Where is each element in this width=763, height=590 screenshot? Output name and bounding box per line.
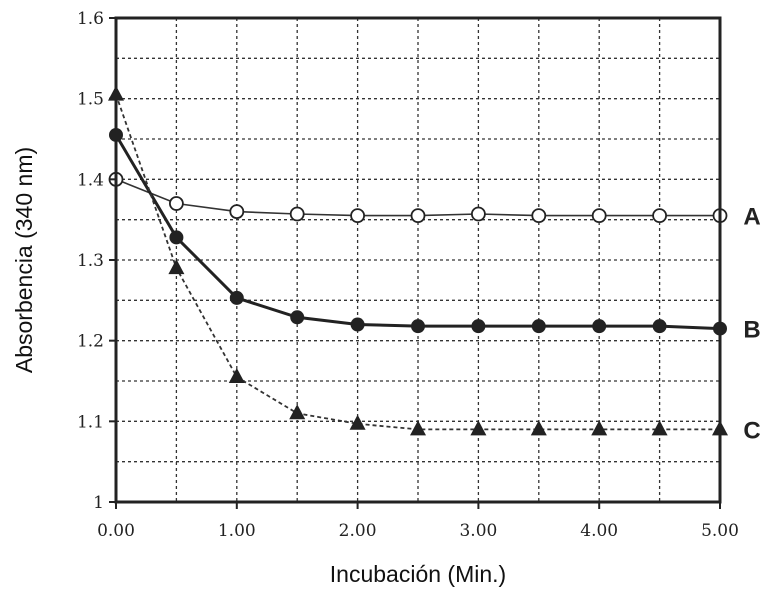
x-tick-label: 2.00 — [339, 521, 377, 541]
series-point-b — [652, 319, 667, 334]
series-point-b — [229, 290, 244, 305]
y-tick-label: 1.5 — [77, 90, 104, 110]
series-point-c — [530, 420, 547, 436]
series-point-b — [350, 317, 365, 332]
y-tick-label: 1.4 — [77, 170, 104, 190]
x-tick-label: 4.00 — [580, 521, 618, 541]
series-label-b: B — [743, 317, 760, 344]
series-markers — [108, 85, 728, 436]
series-point-a — [591, 208, 607, 224]
series-point-c — [591, 420, 608, 436]
series-point-c — [228, 367, 245, 383]
series-point-b — [411, 319, 425, 334]
y-tick-label: 1.6 — [77, 9, 104, 29]
series-point-c — [168, 259, 185, 275]
series-point-c — [410, 420, 426, 436]
series-label-a: A — [743, 204, 760, 231]
x-axis-title: Incubación (Min.) — [330, 561, 506, 587]
series-label-c: C — [743, 417, 760, 444]
series-labels: A B C — [743, 204, 760, 445]
series-point-c — [289, 404, 306, 420]
series-point-a — [289, 206, 305, 222]
x-axis-ticks: 0.00 1.00 2.00 3.00 4.00 5.00 — [97, 502, 739, 541]
series-point-a — [410, 208, 426, 224]
y-tick-label: 1.3 — [77, 251, 104, 271]
y-tick-label: 1.2 — [77, 332, 104, 352]
series-point-c — [349, 414, 366, 430]
y-tick-label: 1 — [93, 493, 104, 513]
series-point-a — [470, 206, 486, 222]
y-axis-title: Absorbencia (340 nm) — [11, 147, 37, 373]
x-tick-label: 3.00 — [459, 521, 497, 541]
y-tick-label: 1.1 — [77, 412, 104, 432]
series-point-a — [168, 196, 184, 211]
series-point-a — [229, 204, 245, 220]
series-point-b — [592, 319, 607, 334]
series-point-b — [169, 230, 184, 245]
x-tick-label: 1.00 — [218, 521, 256, 541]
x-tick-label: 0.00 — [97, 521, 135, 541]
series-point-a — [350, 208, 366, 224]
y-axis-ticks: 1 1.1 1.2 1.3 1.4 1.5 1.6 — [77, 9, 116, 513]
x-tick-label: 5.00 — [701, 521, 739, 541]
series-point-c — [651, 420, 668, 436]
series-point-c — [470, 420, 487, 436]
series-point-b — [471, 319, 486, 334]
series-point-b — [290, 310, 305, 325]
series-point-a — [652, 208, 667, 224]
series-point-b — [531, 319, 546, 334]
series-point-a — [531, 208, 547, 224]
